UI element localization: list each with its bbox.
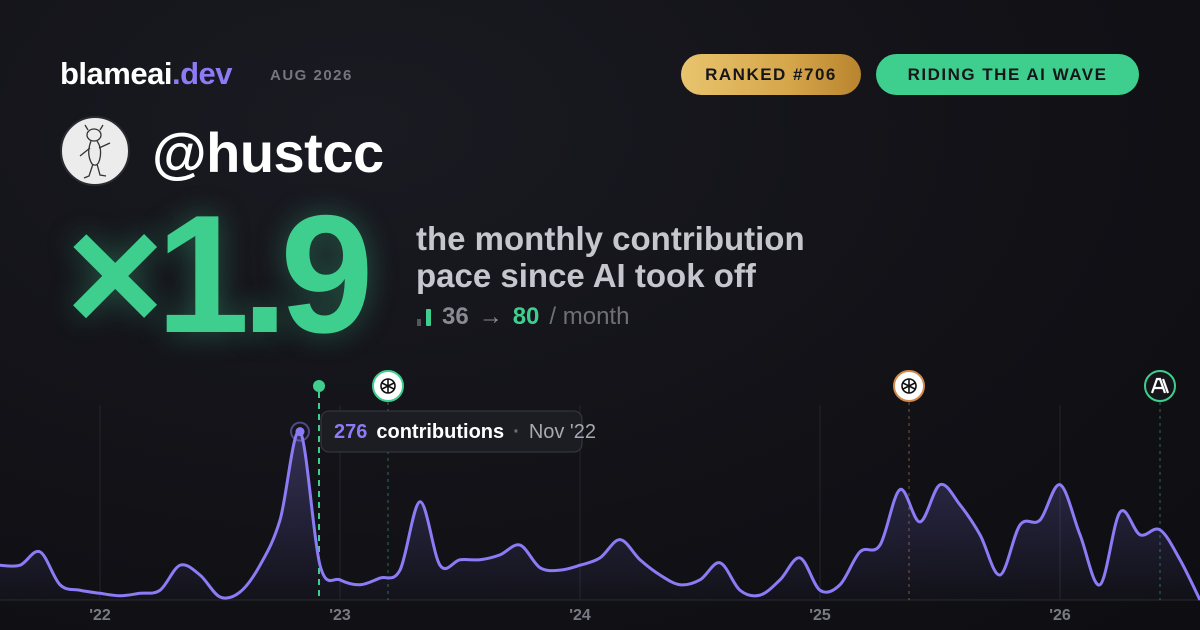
pace-before: 36 (442, 303, 469, 330)
ai-start-dot (313, 380, 325, 392)
brand-name: blameai (60, 56, 172, 91)
headline-line: pace since AI took off (416, 257, 756, 294)
pace: 36 → 80 / month (416, 303, 629, 331)
avatar (60, 116, 130, 186)
openai-logo (380, 378, 396, 394)
brand-suffix: .dev (171, 56, 233, 91)
x-tick-label: '24 (569, 607, 591, 624)
x-tick-label: '26 (1049, 607, 1071, 624)
pace-icon (417, 309, 431, 326)
avatar-drawing (79, 124, 111, 179)
peak-ring (290, 421, 310, 442)
anthropic-logo (1150, 377, 1170, 394)
multiplier: ×1.9 (66, 180, 374, 368)
pace-unit: / month (549, 303, 630, 330)
x-tick-label: '22 (89, 607, 111, 624)
x-tick-label: '23 (329, 607, 351, 624)
tooltip-separator: · (513, 421, 520, 443)
tooltip-date: Nov '22 (529, 421, 596, 443)
tooltip-label: contributions (376, 421, 504, 443)
headline-line: the monthly contribution (416, 220, 805, 257)
pace-arrow: → (478, 303, 503, 330)
handle: @hustcc (152, 121, 384, 184)
tooltip-value: 276 (334, 421, 367, 443)
openai-logo (901, 378, 917, 394)
event-markers (313, 370, 1176, 600)
peak-dot (295, 427, 305, 437)
brand: blameai.dev (60, 56, 232, 92)
period: AUG 2026 (270, 67, 353, 84)
tooltip-box (320, 410, 583, 453)
pace-after: 80 (512, 303, 540, 330)
area (0, 431, 1200, 600)
event-icon (1144, 370, 1176, 402)
status-badge: RIDING THE AI WAVE (876, 54, 1139, 95)
line (0, 430, 1200, 601)
rank-badge: RANKED #706 (681, 54, 861, 95)
x-tick-label: '25 (809, 607, 831, 624)
tooltip: 276 contributions · Nov '22 (334, 421, 596, 443)
